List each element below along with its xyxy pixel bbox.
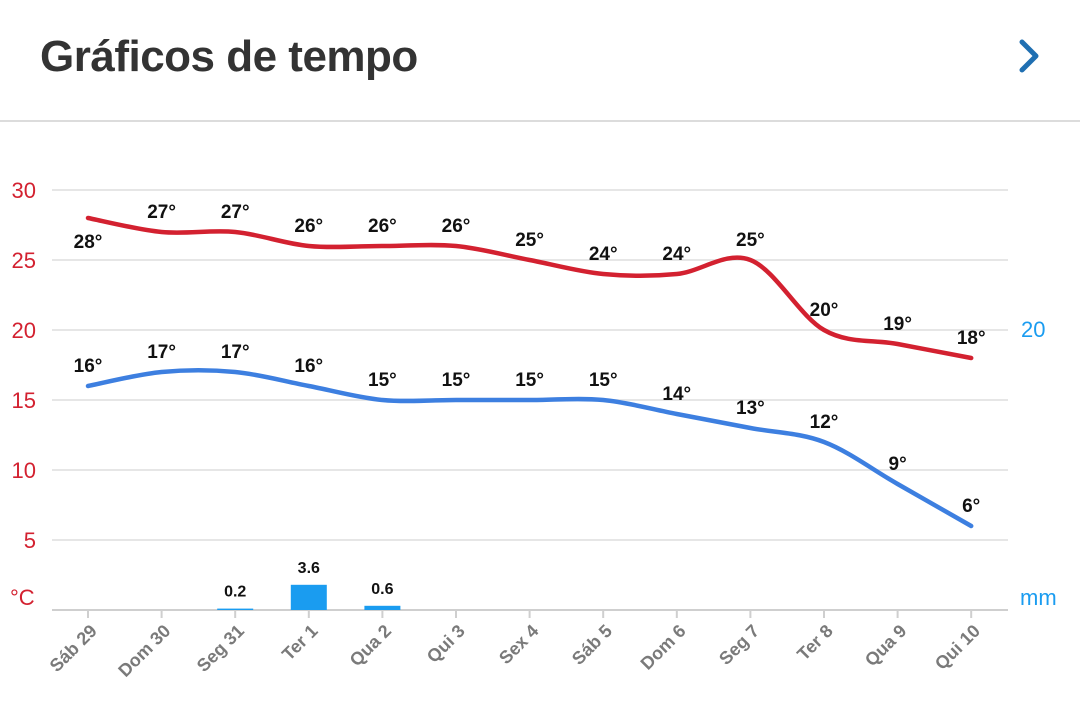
min-temp-label: 16° [294,356,323,377]
max-temp-label: 25° [515,230,544,251]
min-temp-label: 13° [736,398,765,419]
min-temp-line [85,368,974,529]
min-temp-label: 12° [810,412,839,433]
header: Gráficos de tempo [0,0,1080,122]
max-temp-label: 20° [810,300,839,321]
max-temp-label: 26° [442,216,471,237]
y-left-tick-label: 5 [24,528,36,553]
x-tick-label: Sex 4 [495,621,542,668]
page-title: Gráficos de tempo [40,32,418,81]
min-temp-label: 15° [589,370,618,391]
min-temp-label: 16° [74,356,103,377]
chevron-right-icon[interactable] [1012,36,1046,76]
min-temp-label: 14° [662,384,691,405]
min-temp-label: 17° [147,342,176,363]
precipitation-label: 3.6 [298,560,320,577]
max-temp-label: 26° [368,216,397,237]
x-tick-label: Sáb 5 [568,621,616,669]
y-left-tick-label: 15 [12,388,36,413]
precipitation-bar [217,608,254,610]
max-temp-label: 24° [662,244,691,265]
y-left-tick-label: 10 [12,458,36,483]
y-left-unit: °C [10,585,35,610]
precipitation-label: 0.2 [224,584,246,601]
weather-chart: 30 25 20 15 10 5 °C 20 mm 0.2 3.6 0.6 28° 27° 27° 26° 26… [10,178,1057,681]
x-tick-label: Qua 9 [861,621,911,671]
max-temp-label: 27° [147,202,176,223]
max-temp-label: 25° [736,230,765,251]
x-tick-label: Seg 31 [193,621,248,676]
min-temp-label: 15° [442,370,471,391]
precipitation-bar [364,605,401,610]
max-temp-label: 28° [74,232,103,253]
min-temp-label: 6° [962,496,980,517]
max-temp-label: 19° [883,314,912,335]
x-tick-label: Sáb 29 [46,621,101,676]
x-tick-label: Ter 8 [793,621,837,665]
x-tick-label: Qua 2 [346,621,396,671]
max-temp-line [85,215,974,361]
min-temp-label: 9° [889,454,907,475]
x-tick-label: Dom 6 [637,621,690,674]
x-tick-label: Qui 3 [423,621,469,667]
y-right-unit: mm [1020,585,1057,610]
x-tick-label: Qui 10 [931,621,984,674]
precipitation-label: 0.6 [371,581,393,598]
x-tick-label: Ter 1 [278,621,322,665]
y-right-tick-label: 20 [1021,317,1045,342]
min-temp-label: 15° [368,370,397,391]
max-temp-label: 27° [221,202,250,223]
y-left-tick-label: 25 [12,248,36,273]
max-temp-label: 26° [294,216,323,237]
min-temp-label: 17° [221,342,250,363]
y-left-tick-label: 30 [12,178,36,203]
x-tick-label: Seg 7 [715,621,763,669]
precipitation-bar [290,584,327,610]
max-temp-label: 18° [957,328,986,349]
x-tick-label: Dom 30 [114,621,174,681]
max-temp-label: 24° [589,244,618,265]
min-temp-label: 15° [515,370,544,391]
y-left-tick-label: 20 [12,318,36,343]
